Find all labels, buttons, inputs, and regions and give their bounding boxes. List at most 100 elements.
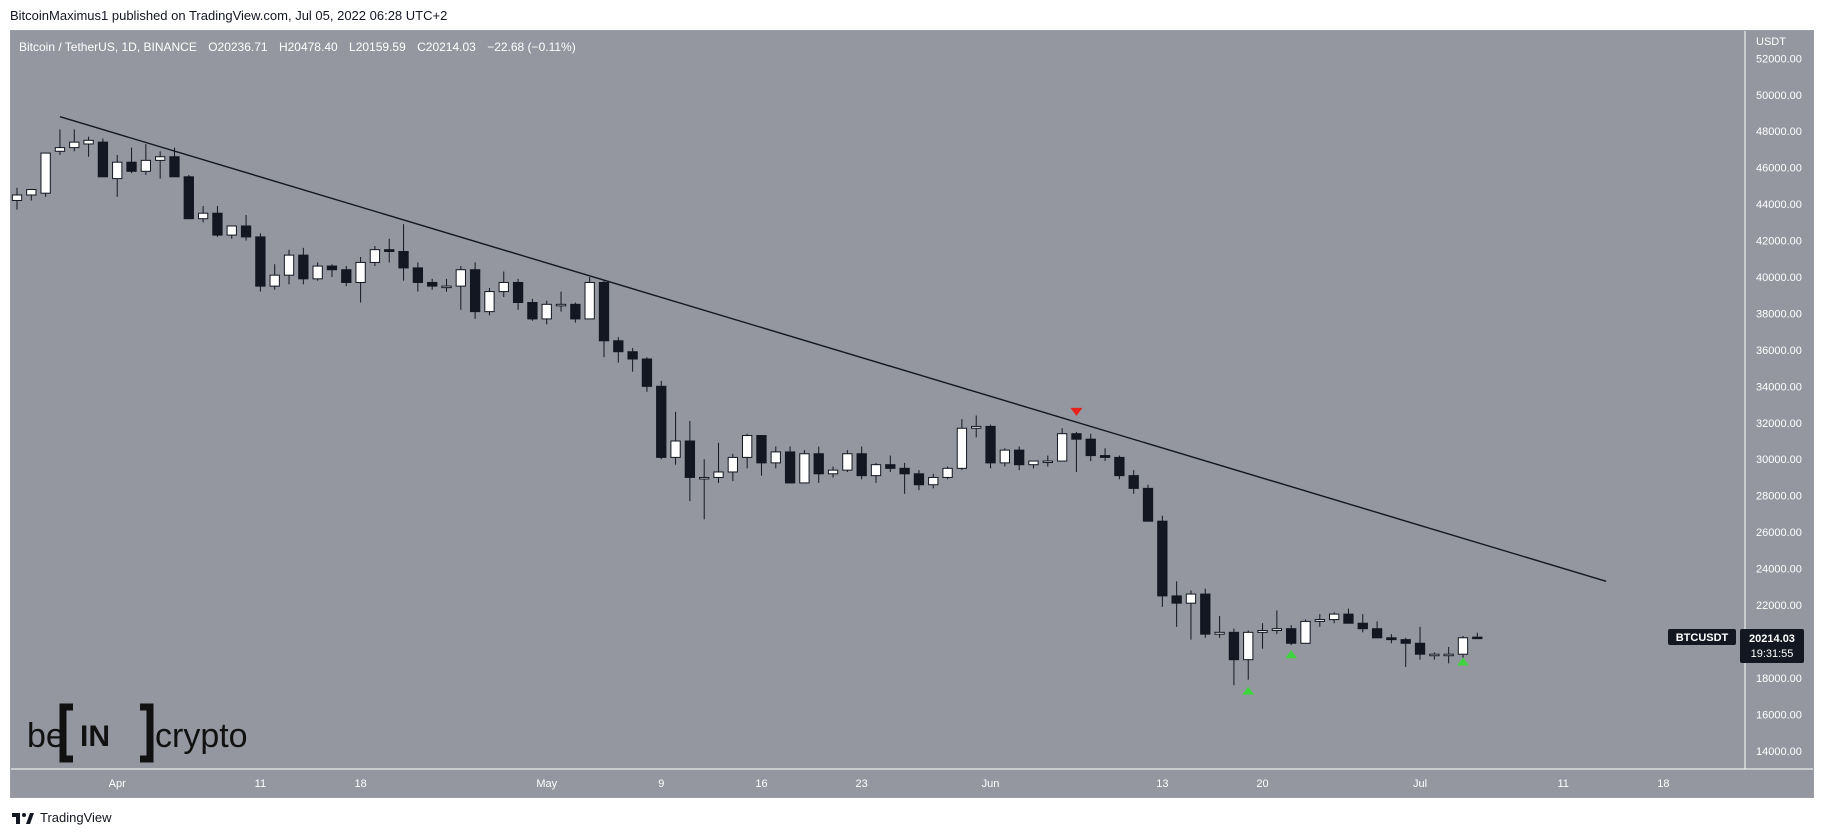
candle-body	[298, 254, 309, 280]
candle-body	[512, 281, 524, 304]
x-ticks-layer: Apr 11 18 May 9 16 23 Jun 13 20 Jul 11 18	[109, 778, 1670, 790]
candle	[784, 446, 796, 484]
y-tick-label: 28000.00	[1756, 491, 1802, 503]
open-value: 20236.71	[217, 40, 268, 54]
candle	[842, 450, 853, 472]
candle	[699, 459, 710, 520]
y-tick-label: 44000.00	[1756, 199, 1802, 211]
logo-text-in: IN	[80, 720, 110, 753]
candle	[641, 357, 653, 392]
candle	[140, 143, 152, 175]
beincrypto-logo: be IN crypto	[27, 703, 248, 763]
candle-body	[813, 453, 824, 475]
chart-frame[interactable]: USDT 14000.0016000.0018000.0020000.00220…	[10, 30, 1814, 798]
candle-body	[40, 152, 51, 194]
candle-body	[727, 456, 738, 473]
candle-body	[455, 269, 466, 287]
candle	[269, 264, 280, 290]
candle	[1071, 431, 1082, 472]
x-tick-label: May	[536, 778, 557, 790]
candle	[727, 453, 738, 482]
candle-body	[1300, 620, 1311, 644]
candle	[1114, 455, 1125, 480]
candle	[498, 271, 509, 298]
candle	[942, 466, 953, 480]
candle-body	[1257, 630, 1268, 633]
candle-body	[1286, 628, 1297, 644]
change-value: −22.68 (−0.11%)	[487, 40, 576, 54]
candle-body	[971, 425, 982, 429]
candle-body	[1443, 653, 1454, 657]
price-badge	[1740, 628, 1804, 663]
candle-body	[469, 269, 481, 313]
candle-body	[784, 451, 796, 484]
candle-body	[641, 358, 653, 387]
candle-body	[770, 451, 781, 464]
candle	[1457, 635, 1469, 658]
candle-body	[1185, 593, 1197, 604]
y-tick-label: 52000.00	[1756, 53, 1802, 65]
symbol-header: Bitcoin / TetherUS, 1D, BINANCE O20236.7…	[19, 40, 576, 54]
candle-body	[384, 249, 395, 252]
candle-body	[269, 274, 280, 287]
logo-bracket-right	[140, 703, 154, 763]
candle	[1128, 470, 1139, 494]
candle-body	[1314, 619, 1325, 622]
candle	[1099, 448, 1111, 462]
candle	[226, 225, 237, 239]
candle	[369, 246, 381, 267]
candle	[1257, 623, 1268, 649]
candle-body	[155, 156, 166, 161]
candle-body	[1472, 636, 1483, 640]
candle	[169, 147, 180, 178]
candle	[298, 247, 309, 285]
candle	[255, 233, 266, 292]
candlestick-chart[interactable]: USDT 14000.0016000.0018000.0020000.00220…	[11, 31, 1814, 798]
candle	[484, 287, 495, 316]
candle-body	[999, 449, 1011, 464]
y-tick-label: 40000.00	[1756, 272, 1802, 284]
candle-body	[842, 453, 853, 471]
candle-body	[699, 476, 710, 480]
tradingview-brand[interactable]: TradingView	[12, 810, 112, 825]
candle	[26, 189, 37, 201]
x-tick-label: 9	[658, 778, 664, 790]
candle	[1371, 621, 1383, 639]
candle	[856, 446, 867, 480]
low-value: 20159.59	[355, 40, 406, 54]
candle-body	[226, 225, 237, 236]
candle-body	[541, 303, 552, 320]
candle-body	[112, 161, 123, 180]
candle	[355, 256, 366, 303]
price-badge-value: 20214.03	[1749, 633, 1795, 645]
footer	[0, 800, 1824, 836]
candle	[1472, 632, 1483, 640]
candle-body	[1114, 456, 1125, 477]
price-badge-countdown: 19:31:55	[1751, 648, 1794, 660]
candle-body	[1028, 460, 1039, 466]
x-tick-label: Jun	[982, 778, 1000, 790]
candle-body	[341, 269, 352, 283]
y-tick-label: 30000.00	[1756, 454, 1802, 466]
candle	[283, 249, 295, 285]
candle	[1214, 615, 1225, 638]
candle-body	[326, 265, 338, 271]
time-axis-background	[11, 769, 1813, 797]
y-tick-label: 50000.00	[1756, 90, 1802, 102]
candle-body	[140, 159, 152, 172]
candle-body	[369, 249, 381, 263]
candle	[713, 442, 724, 483]
buy-signal-marker	[1456, 657, 1469, 666]
candle-body	[584, 281, 595, 320]
candle	[11, 187, 23, 210]
logo-text-be: be	[27, 717, 65, 755]
x-tick-label: 18	[1657, 778, 1669, 790]
candle	[441, 278, 452, 292]
candle	[1185, 590, 1197, 640]
candle-body	[627, 351, 638, 360]
candle-body	[1042, 460, 1053, 464]
candle	[341, 266, 352, 287]
symbol-badge-text: BTCUSDT	[1676, 632, 1729, 644]
candle	[384, 238, 395, 263]
candle-body	[1171, 595, 1182, 604]
